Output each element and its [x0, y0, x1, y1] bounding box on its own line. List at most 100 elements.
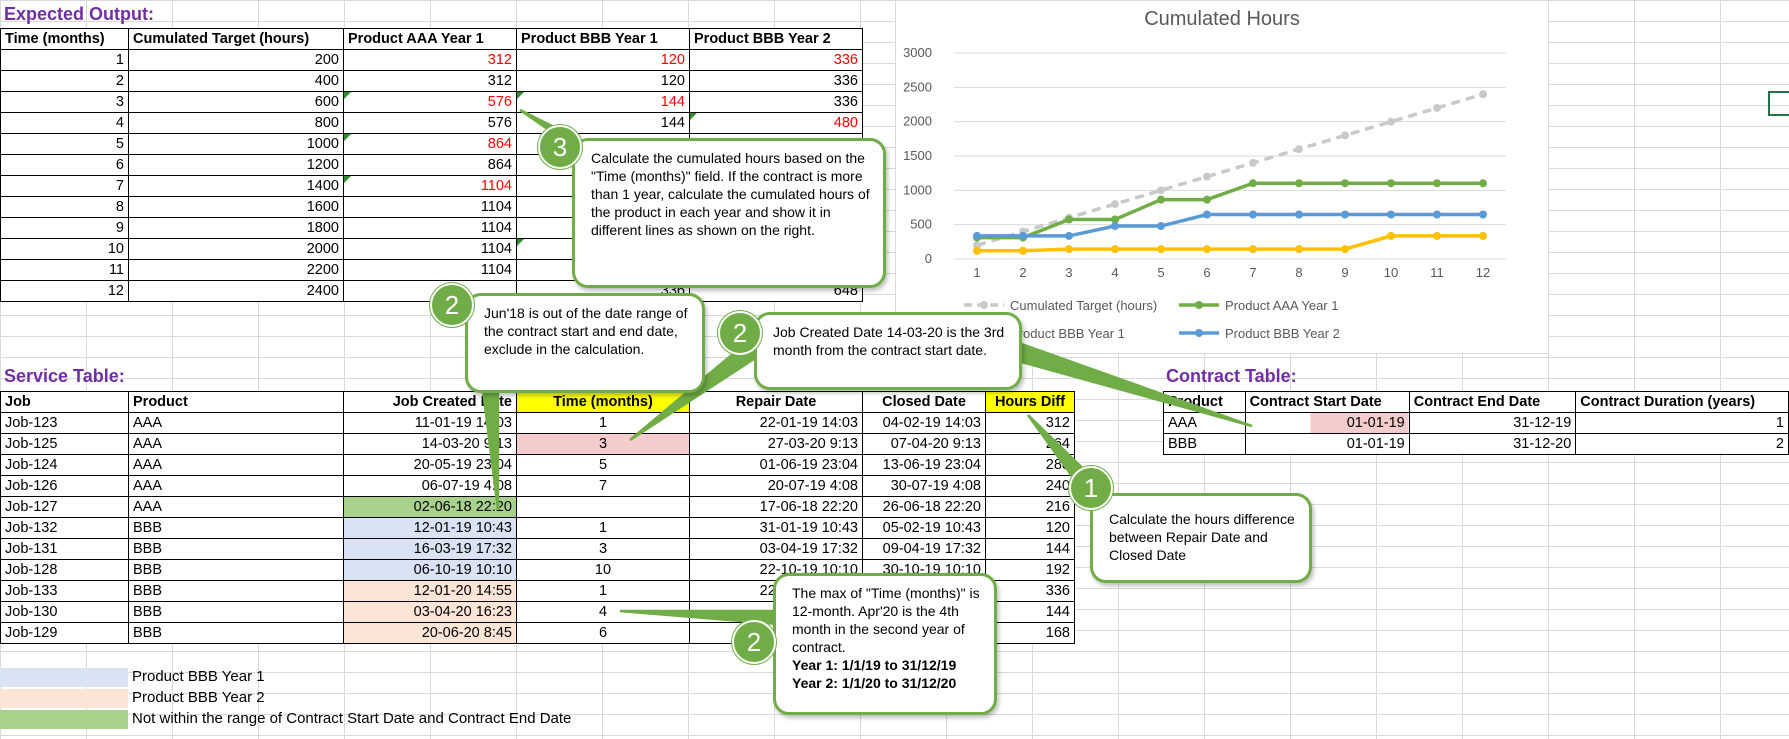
- table-cell[interactable]: 6: [516, 622, 690, 644]
- table-cell[interactable]: Job-132: [0, 517, 129, 539]
- table-cell[interactable]: 01-01-19: [1244, 433, 1410, 455]
- table-cell[interactable]: 20-06-20 8:45: [343, 622, 517, 644]
- table-cell[interactable]: BBB: [1163, 433, 1246, 455]
- series-point[interactable]: [1341, 179, 1349, 188]
- series-point[interactable]: [1387, 210, 1395, 219]
- table-cell[interactable]: 1600: [128, 196, 344, 218]
- series-point[interactable]: [1157, 222, 1165, 231]
- series-point[interactable]: [1203, 172, 1211, 181]
- table-cell[interactable]: 2200: [128, 259, 344, 281]
- series-line[interactable]: [976, 92, 1484, 247]
- series-point[interactable]: [1249, 179, 1257, 188]
- table-cell[interactable]: 01-06-19 23:04: [689, 454, 863, 476]
- table-cell[interactable]: 2000: [128, 238, 344, 260]
- series-point[interactable]: [1249, 245, 1257, 254]
- series-point[interactable]: [1387, 117, 1395, 126]
- series-point[interactable]: [1111, 245, 1119, 254]
- series-point[interactable]: [1019, 231, 1027, 240]
- table-cell[interactable]: 200: [128, 49, 344, 71]
- table-cell[interactable]: 336: [689, 91, 863, 113]
- series-point[interactable]: [1157, 186, 1165, 195]
- table-row[interactable]: 4 800 576 144 480: [0, 112, 863, 134]
- cumulated-hours-chart[interactable]: Cumulated Hours 0 500 1000 1500 2000 2500 3000…: [895, 0, 1549, 354]
- series-point[interactable]: [1065, 231, 1073, 240]
- series-line[interactable]: [977, 234, 1483, 253]
- table-cell[interactable]: BBB: [128, 622, 344, 644]
- series-point[interactable]: [1479, 210, 1487, 219]
- selected-cell[interactable]: [1768, 91, 1789, 116]
- table-row[interactable]: Job-126 AAA 06-07-19 4:08 7 20-07-19 4:08 30-…: [0, 475, 1075, 497]
- series-point[interactable]: [1295, 179, 1303, 188]
- table-cell[interactable]: 2: [1575, 433, 1789, 455]
- table-cell[interactable]: 480: [689, 112, 863, 134]
- table-cell[interactable]: Job-123: [0, 412, 129, 434]
- series-point[interactable]: [1295, 210, 1303, 219]
- table-cell[interactable]: 864: [343, 133, 517, 155]
- col-header[interactable]: Product BBB Year 2: [689, 28, 863, 50]
- table-cell[interactable]: 04-02-19 14:03: [862, 412, 986, 434]
- series-point[interactable]: [1065, 215, 1073, 224]
- table-cell[interactable]: Job-129: [0, 622, 129, 644]
- table-cell[interactable]: 144: [516, 91, 690, 113]
- table-cell[interactable]: Job-128: [0, 559, 129, 581]
- table-cell[interactable]: 240: [985, 475, 1075, 497]
- table-cell[interactable]: 2400: [128, 280, 344, 302]
- series-point[interactable]: [1295, 245, 1303, 254]
- table-row[interactable]: Job-131 BBB 16-03-19 17:32 3 03-04-19 17:32 0…: [0, 538, 1075, 560]
- series-point[interactable]: [1111, 222, 1119, 231]
- table-row[interactable]: 3 600 576 144 336: [0, 91, 863, 113]
- series-point[interactable]: [1433, 210, 1441, 219]
- series-point[interactable]: [1479, 231, 1487, 240]
- table-row[interactable]: Job-127 AAA 02-06-18 22:20 17-06-18 22:20 26…: [0, 496, 1075, 518]
- table-cell[interactable]: 31-12-20: [1408, 433, 1577, 455]
- col-header[interactable]: Time (months): [516, 391, 690, 413]
- series-point[interactable]: [1203, 210, 1211, 219]
- series-point[interactable]: [1019, 246, 1027, 255]
- table-cell[interactable]: 168: [985, 622, 1075, 644]
- table-cell[interactable]: 192: [985, 559, 1075, 581]
- series-point[interactable]: [1203, 195, 1211, 204]
- table-cell[interactable]: 16-03-19 17:32: [343, 538, 517, 560]
- series-point[interactable]: [973, 246, 981, 255]
- series-point[interactable]: [1111, 215, 1119, 224]
- series-point[interactable]: [1111, 200, 1119, 209]
- series-point[interactable]: [1295, 145, 1303, 154]
- series-point[interactable]: [973, 231, 981, 240]
- table-cell[interactable]: Job-131: [0, 538, 129, 560]
- series-point[interactable]: [1387, 179, 1395, 188]
- table-cell[interactable]: 06-10-19 10:10: [343, 559, 517, 581]
- series-point[interactable]: [1249, 210, 1257, 219]
- series-line[interactable]: [977, 181, 1483, 240]
- table-cell[interactable]: 144: [985, 538, 1075, 560]
- table-cell[interactable]: AAA: [128, 454, 344, 476]
- table-cell[interactable]: 1104: [343, 238, 517, 260]
- col-header[interactable]: Product BBB Year 1: [516, 28, 690, 50]
- table-row[interactable]: Job-124 AAA 20-05-19 23:04 5 01-06-19 23:04 1…: [0, 454, 1075, 476]
- table-row[interactable]: Job-123 AAA 11-01-19 14:03 1 22-01-19 14:03 0…: [0, 412, 1075, 434]
- table-row[interactable]: Job-128 BBB 06-10-19 10:10 10 22-10-19 10:10…: [0, 559, 1075, 581]
- table-cell[interactable]: 03-04-19 17:32: [689, 538, 863, 560]
- table-cell[interactable]: 07-04-20 9:13: [862, 433, 986, 455]
- series-point[interactable]: [1341, 210, 1349, 219]
- series-point[interactable]: [1065, 245, 1073, 254]
- col-header[interactable]: Contract End Date: [1408, 391, 1577, 413]
- series-point[interactable]: [973, 241, 981, 250]
- table-cell[interactable]: Job-127: [0, 496, 129, 518]
- series-line[interactable]: [977, 212, 1483, 238]
- table-row[interactable]: 1 200 312 120 336: [0, 49, 863, 71]
- series-point[interactable]: [1433, 179, 1441, 188]
- series-point[interactable]: [1341, 131, 1349, 140]
- series-point[interactable]: [1157, 245, 1165, 254]
- table-cell[interactable]: 13-06-19 23:04: [862, 454, 986, 476]
- table-row[interactable]: 2 400 312 120 336: [0, 70, 863, 92]
- series-point[interactable]: [1387, 231, 1395, 240]
- series-point[interactable]: [1341, 245, 1349, 254]
- col-header[interactable]: Product: [128, 391, 344, 413]
- table-cell[interactable]: 20-07-19 4:08: [689, 475, 863, 497]
- table-row[interactable]: Job-132 BBB 12-01-19 10:43 1 31-01-19 10:43 0…: [0, 517, 1075, 539]
- series-point[interactable]: [1433, 231, 1441, 240]
- series-point[interactable]: [1203, 245, 1211, 254]
- table-cell[interactable]: 09-04-19 17:32: [862, 538, 986, 560]
- series-point[interactable]: [1479, 90, 1487, 99]
- table-cell[interactable]: 400: [128, 70, 344, 92]
